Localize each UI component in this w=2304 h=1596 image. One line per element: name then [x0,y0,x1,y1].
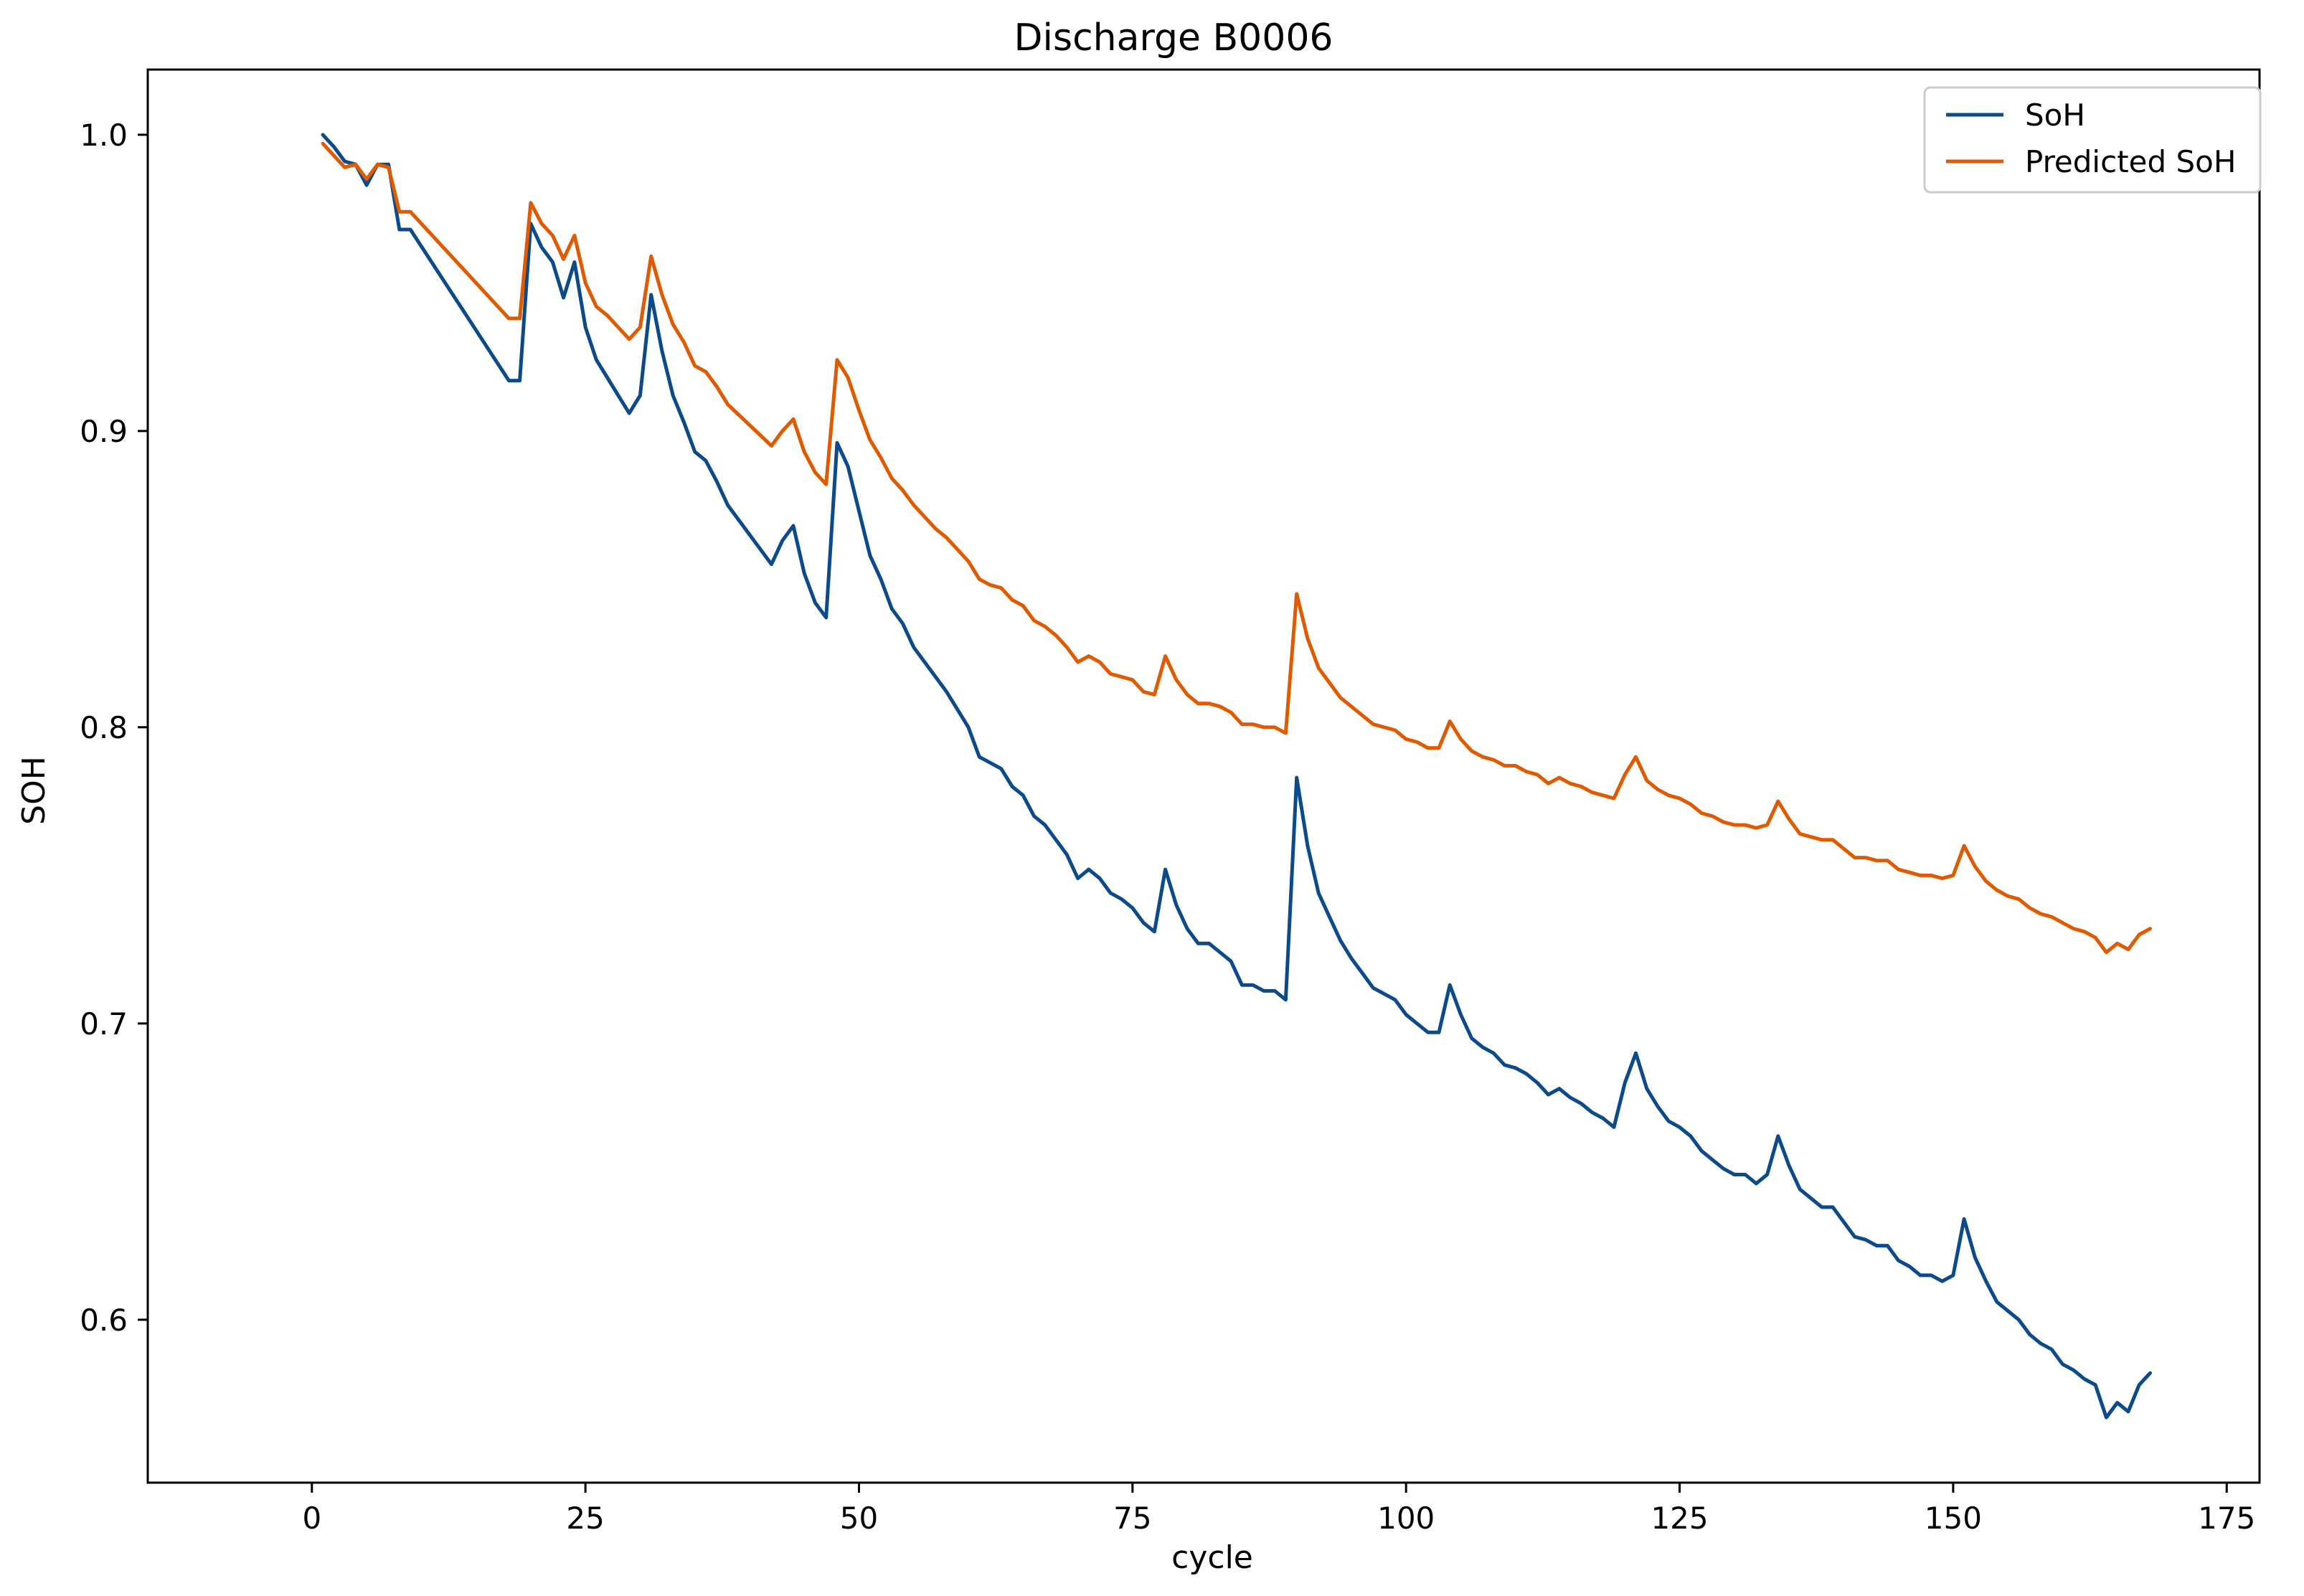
plot-area: 0 25 50 75 100 125 150 175 0.6 0.7 0.8 0.9 1.0 [80,68,2261,1536]
y-tick-label: 0.8 [80,710,128,745]
y-tick-label: 0.9 [80,414,128,449]
x-tick-label: 0 [302,1501,321,1536]
y-axis-label: SOH [16,756,52,825]
x-tick-label: 175 [2198,1501,2255,1536]
y-tick-label: 0.6 [80,1303,128,1338]
series-line-soh [321,133,2152,1420]
legend-frame [1923,86,2262,194]
legend-label-soh: SoH [2025,98,2085,133]
axes-frame [146,68,2261,1484]
x-tick-label: 100 [1377,1501,1435,1536]
legend: SoH Predicted SoH [1923,86,2262,194]
x-tick-label: 150 [1925,1501,1982,1536]
x-tick-label: 125 [1651,1501,1708,1536]
legend-label-predicted-soh: Predicted SoH [2025,144,2236,179]
x-tick-label: 75 [1113,1501,1151,1536]
chart-title: Discharge B0006 [1014,16,1333,60]
y-tick-label: 0.7 [80,1006,128,1042]
x-tick-label: 25 [566,1501,604,1536]
series-line-predicted-soh [321,141,2152,955]
y-tick-label: 1.0 [80,118,128,153]
x-tick-label: 50 [840,1501,878,1536]
x-axis-label: cycle [1171,1539,1253,1576]
